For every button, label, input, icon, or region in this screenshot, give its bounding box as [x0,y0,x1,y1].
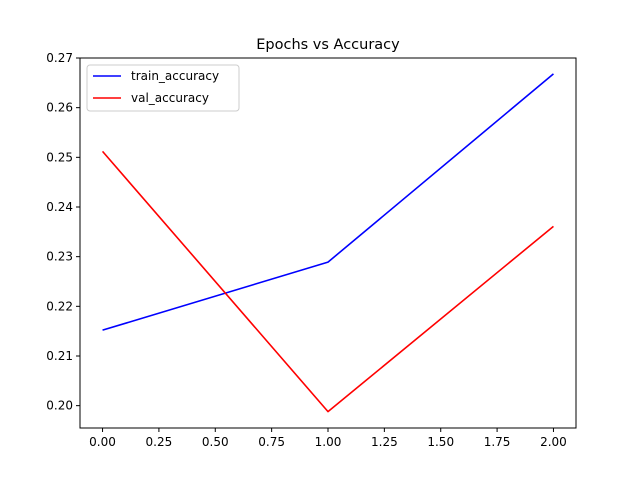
x-tick-label: 0.75 [258,435,285,449]
y-tick-label: 0.22 [46,299,73,313]
x-tick-label: 1.50 [427,435,454,449]
y-tick-label: 0.26 [46,101,73,115]
legend-label: val_accuracy [131,91,209,105]
plot-frame [79,57,577,429]
x-tick-label: 0.50 [202,435,229,449]
legend-label: train_accuracy [131,69,219,83]
y-tick-label: 0.25 [46,150,73,164]
y-tick-label: 0.24 [46,200,73,214]
legend: train_accuracy val_accuracy [86,64,240,112]
chart-title: Epochs vs Accuracy [256,37,400,53]
y-tick-label: 0.21 [46,349,73,363]
x-tick-label: 0.25 [146,435,173,449]
series-line-train-accuracy [102,73,554,331]
x-tick-label: 0.00 [89,435,116,449]
series-line-val-accuracy [101,150,554,413]
legend-box [86,64,240,112]
x-tick-label: 1.75 [484,435,511,449]
y-tick-label: 0.27 [46,51,73,65]
x-tick-label: 1.00 [315,435,342,449]
x-tick-label: 2.00 [540,435,567,449]
y-tick-label: 0.20 [46,399,73,413]
y-tick-label: 0.23 [46,250,73,264]
x-tick-label: 1.25 [371,435,398,449]
